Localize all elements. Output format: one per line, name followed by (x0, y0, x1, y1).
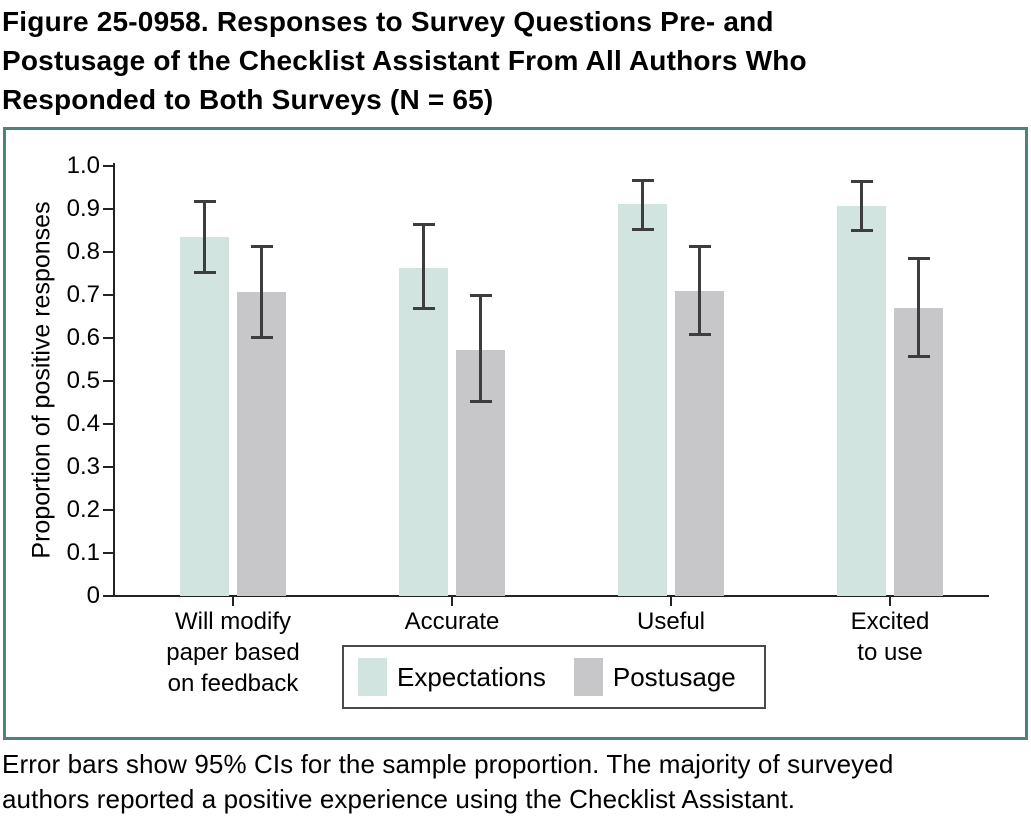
error-cap-top-postusage-4 (907, 257, 930, 261)
category-label-line: Useful (636, 608, 706, 635)
error-cap-top-postusage-1 (250, 244, 273, 248)
y-tick-label-0: 0 (86, 582, 100, 609)
error-cap-bottom-postusage-4 (907, 354, 930, 358)
category-label-1: Will modify paper based on feedback (123, 606, 343, 699)
y-tick-0.7 (103, 294, 113, 296)
error-bar-postusage-4 (917, 258, 920, 357)
error-cap-top-expectations-1 (193, 200, 216, 204)
error-cap-bottom-postusage-2 (469, 400, 492, 404)
error-bar-expectations-3 (641, 179, 644, 230)
category-label-line: to use (857, 639, 923, 666)
y-tick-label-0.9: 0.9 (66, 195, 100, 222)
x-tick-2 (451, 597, 453, 606)
error-bar-expectations-4 (860, 181, 863, 231)
figure-caption-line-1: Error bars show 95% CIs for the sample p… (2, 749, 894, 779)
figure-caption: Error bars show 95% CIs for the sample p… (2, 747, 1012, 817)
legend-swatch-expectations (358, 658, 387, 696)
error-cap-bottom-expectations-1 (193, 270, 216, 274)
error-cap-top-expectations-2 (412, 223, 435, 227)
bar-expectations-3 (618, 203, 667, 596)
category-label-4: Excited to use (780, 606, 1000, 668)
legend-label-expectations: Expectations (397, 661, 546, 692)
error-cap-bottom-postusage-3 (688, 333, 711, 337)
category-label-line: paper based (166, 639, 300, 666)
category-label-3: Useful (561, 606, 781, 637)
error-cap-top-expectations-4 (850, 180, 873, 184)
legend: Expectations Postusage (342, 645, 766, 709)
y-tick-0.9 (103, 208, 113, 210)
chart-panel: Proportion of positive responses 0 0.1 0.2… (3, 127, 1028, 740)
y-tick-label-0.5: 0.5 (66, 367, 100, 394)
figure-title-line-3: Responded to Both Surveys (N = 65) (2, 84, 494, 115)
y-tick-label-0.1: 0.1 (66, 539, 100, 566)
figure-caption-line-2: authors reported a positive experience u… (2, 784, 796, 814)
error-cap-bottom-expectations-4 (850, 228, 873, 232)
error-cap-top-postusage-3 (688, 245, 711, 249)
figure-title-line-2: Postusage of the Checklist Assistant Fro… (2, 45, 807, 76)
category-label-line: on feedback (167, 670, 299, 697)
x-tick-1 (232, 597, 234, 606)
y-tick-label-1.0: 1.0 (66, 152, 100, 179)
y-tick-label-0.4: 0.4 (66, 410, 100, 437)
y-tick-1.0 (103, 165, 113, 167)
error-bar-expectations-2 (422, 224, 425, 310)
y-tick-0 (103, 595, 113, 597)
y-tick-0.5 (103, 380, 113, 382)
bar-expectations-1 (180, 236, 229, 596)
y-tick-0.6 (103, 337, 113, 339)
x-tick-3 (670, 597, 672, 606)
y-tick-label-0.2: 0.2 (66, 496, 100, 523)
y-tick-label-0.6: 0.6 (66, 324, 100, 351)
error-cap-bottom-expectations-2 (412, 307, 435, 311)
error-cap-top-expectations-3 (631, 178, 654, 182)
y-tick-0.4 (103, 423, 113, 425)
bar-expectations-4 (837, 206, 886, 596)
y-tick-0.2 (103, 509, 113, 511)
y-axis-line (113, 163, 115, 597)
y-tick-0.3 (103, 466, 113, 468)
legend-label-postusage: Postusage (612, 661, 736, 692)
bar-postusage-1 (237, 291, 286, 596)
x-tick-4 (889, 597, 891, 606)
bar-postusage-3 (675, 291, 724, 596)
legend-swatch-postusage (573, 658, 603, 696)
figure-title-line-1: Figure 25-0958. Responses to Survey Ques… (2, 6, 774, 37)
y-tick-label-0.3: 0.3 (66, 453, 100, 480)
bar-expectations-2 (399, 267, 448, 596)
error-bar-postusage-3 (698, 246, 701, 336)
category-label-2: Accurate (342, 606, 562, 637)
legend-item-postusage: Postusage (573, 658, 736, 696)
error-bar-expectations-1 (203, 201, 206, 273)
error-bar-postusage-1 (260, 245, 263, 338)
legend-item-expectations: Expectations (358, 658, 546, 696)
y-tick-0.1 (103, 552, 113, 554)
y-tick-0.8 (103, 251, 113, 253)
category-label-line: Will modify (174, 608, 291, 635)
figure-title: Figure 25-0958. Responses to Survey Ques… (2, 2, 1012, 119)
error-cap-top-postusage-2 (469, 294, 492, 297)
y-tick-label-0.7: 0.7 (66, 281, 100, 308)
category-label-line: Excited (850, 608, 930, 635)
x-axis-line (113, 595, 989, 597)
category-label-line: Accurate (404, 608, 500, 635)
error-bar-postusage-2 (479, 295, 482, 403)
y-tick-label-0.8: 0.8 (66, 238, 100, 265)
error-cap-bottom-postusage-1 (250, 336, 273, 339)
error-cap-bottom-expectations-3 (631, 227, 654, 231)
